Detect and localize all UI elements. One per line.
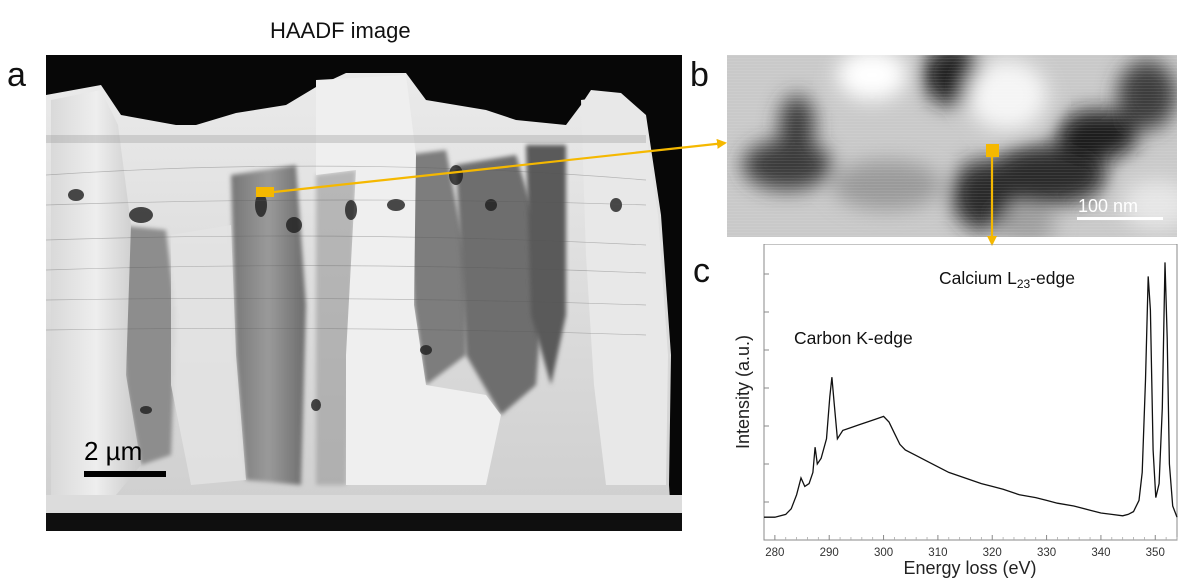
zoom-micrograph-graphic [727, 55, 1177, 237]
x-tick-label: 330 [1037, 547, 1056, 559]
defect-marks [68, 165, 622, 414]
eels-spectrum-svg: 280 290 300 310 320 330 340 350 Energy loss (eV… [733, 243, 1178, 578]
x-tick-label: 280 [765, 547, 784, 559]
scale-bar-b [1077, 217, 1163, 220]
y-axis-ticks [764, 273, 769, 503]
x-tick-label: 290 [820, 547, 839, 559]
x-tick-label: 320 [983, 547, 1002, 559]
scale-bar-a [84, 471, 166, 477]
zoom-micrograph [727, 55, 1177, 237]
haadf-title: HAADF image [270, 18, 411, 43]
x-axis-label: Energy loss (eV) [903, 558, 1036, 578]
calcium-l23-edge-label: Calcium L23-edge [939, 268, 1075, 291]
x-tick-label: 300 [874, 547, 893, 559]
panel-b-letter: b [690, 56, 709, 94]
x-tick-label: 350 [1146, 547, 1165, 559]
scale-bar-b-label: 100 nm [1078, 196, 1139, 216]
x-tick-label: 310 [928, 547, 947, 559]
carbon-k-edge-label: Carbon K-edge [794, 328, 913, 348]
eels-spectrum-plot: 280 290 300 310 320 330 340 350 Energy loss (eV… [727, 243, 1178, 580]
x-axis-ticks: 280 290 300 310 320 330 340 350 [765, 535, 1178, 559]
y-axis-label: Intensity (a.u.) [733, 335, 753, 449]
panel-c-letter: c [693, 252, 710, 290]
marker-square-b [986, 144, 999, 157]
x-tick-label: 340 [1091, 547, 1110, 559]
plot-frame [763, 243, 1178, 541]
marker-rect-a [256, 187, 274, 197]
panel-a-letter: a [7, 56, 26, 94]
scale-bar-a-label: 2 µm [84, 436, 143, 466]
spectrum-line [764, 262, 1178, 518]
